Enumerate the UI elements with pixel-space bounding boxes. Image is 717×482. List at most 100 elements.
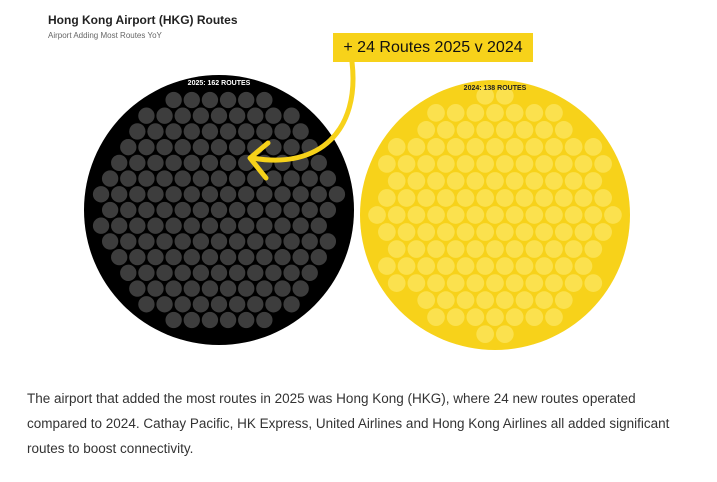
- unit-dot: [174, 296, 191, 313]
- unit-dot: [129, 217, 146, 234]
- unit-dot: [397, 155, 416, 173]
- unit-dot: [101, 170, 119, 187]
- unit-dot: [247, 296, 264, 313]
- unit-dot: [228, 107, 246, 124]
- unit-dot: [476, 189, 495, 207]
- unit-dot: [417, 155, 436, 173]
- unit-dot: [515, 223, 534, 241]
- unit-dot: [574, 189, 593, 207]
- unit-dot: [495, 291, 514, 309]
- unit-dot: [446, 240, 465, 258]
- unit-dot: [397, 189, 416, 207]
- unit-dot: [407, 138, 426, 156]
- unit-dot: [201, 154, 219, 172]
- unit-dot: [256, 280, 273, 297]
- unit-dot: [274, 186, 291, 203]
- unit-dot: [564, 240, 583, 258]
- unit-dot: [525, 274, 544, 292]
- unit-dot: [476, 155, 495, 173]
- unit-dot: [192, 170, 210, 187]
- unit-dot: [525, 206, 544, 224]
- unit-dot: [486, 104, 504, 122]
- chart: Hong Kong Airport (HKG) Routes Airport A…: [48, 13, 630, 350]
- unit-dot: [525, 104, 544, 122]
- unit-dot: [495, 223, 514, 241]
- unit-dot: [505, 274, 524, 292]
- unit-dot: [129, 154, 146, 172]
- unit-dot: [545, 206, 563, 224]
- unit-dot: [505, 104, 524, 122]
- unit-dot: [147, 154, 164, 172]
- unit-dot: [210, 296, 228, 313]
- unit-dot: [466, 274, 485, 292]
- unit-dot: [407, 172, 426, 190]
- unit-dot: [466, 308, 485, 326]
- unit-dot: [111, 217, 128, 234]
- unit-dot: [554, 223, 573, 241]
- unit-dot: [594, 155, 612, 173]
- unit-dot: [505, 308, 524, 326]
- unit-dot: [138, 296, 155, 313]
- unit-dot: [292, 248, 309, 266]
- unit-dot: [417, 223, 436, 241]
- unit-dot: [183, 154, 200, 172]
- unit-dot: [574, 257, 593, 275]
- unit-dot: [535, 257, 553, 275]
- unit-dot: [446, 104, 465, 122]
- unit-dot: [120, 233, 137, 250]
- annotation-box: [333, 33, 533, 62]
- unit-dot: [545, 138, 563, 156]
- annotation-arrow: [249, 59, 356, 163]
- unit-dot: [238, 248, 255, 266]
- unit-dot: [378, 257, 396, 275]
- unit-dot: [192, 107, 210, 124]
- unit-dot: [407, 206, 426, 224]
- unit-dot: [256, 217, 273, 234]
- unit-dot: [387, 274, 406, 292]
- unit-dot: [165, 248, 182, 266]
- unit-dot: [129, 280, 146, 297]
- unit-dot: [437, 189, 455, 207]
- unit-dot: [165, 123, 182, 140]
- unit-dot: [165, 91, 182, 109]
- unit-dot: [138, 264, 155, 282]
- unit-dot: [228, 170, 246, 187]
- unit-dot: [525, 240, 544, 258]
- unit-dot: [535, 291, 553, 309]
- unit-dot: [545, 274, 563, 292]
- unit-dot: [265, 264, 282, 282]
- unit-dot: [228, 296, 246, 313]
- unit-dot: [437, 155, 455, 173]
- unit-dot: [156, 170, 173, 187]
- unit-dot: [584, 172, 603, 190]
- unit-dot: [256, 311, 273, 329]
- unit-dot: [310, 154, 327, 172]
- unit-dot: [535, 223, 553, 241]
- unit-dot: [301, 170, 318, 187]
- unit-dot: [554, 155, 573, 173]
- unit-dot: [310, 248, 327, 266]
- unit-dot: [476, 257, 495, 275]
- unit-dot: [476, 86, 495, 105]
- unit-dot: [594, 223, 612, 241]
- unit-dot: [283, 201, 300, 219]
- unit-dot: [535, 155, 553, 173]
- unit-dot: [256, 186, 273, 203]
- unit-dot: [183, 123, 200, 140]
- unit-dot: [446, 206, 465, 224]
- unit-dot: [466, 104, 485, 122]
- unit-dot: [219, 217, 237, 234]
- unit-dot: [111, 186, 128, 203]
- unit-dot: [292, 186, 309, 203]
- unit-dot: [265, 170, 282, 187]
- unit-dot: [156, 201, 173, 219]
- unit-dot: [183, 280, 200, 297]
- unit-dot: [101, 233, 119, 250]
- unit-dot: [486, 274, 504, 292]
- unit-dot: [111, 248, 128, 266]
- unit-dot: [495, 189, 514, 207]
- unit-dot: [183, 248, 200, 266]
- unit-dot: [584, 206, 603, 224]
- unit-dot: [495, 257, 514, 275]
